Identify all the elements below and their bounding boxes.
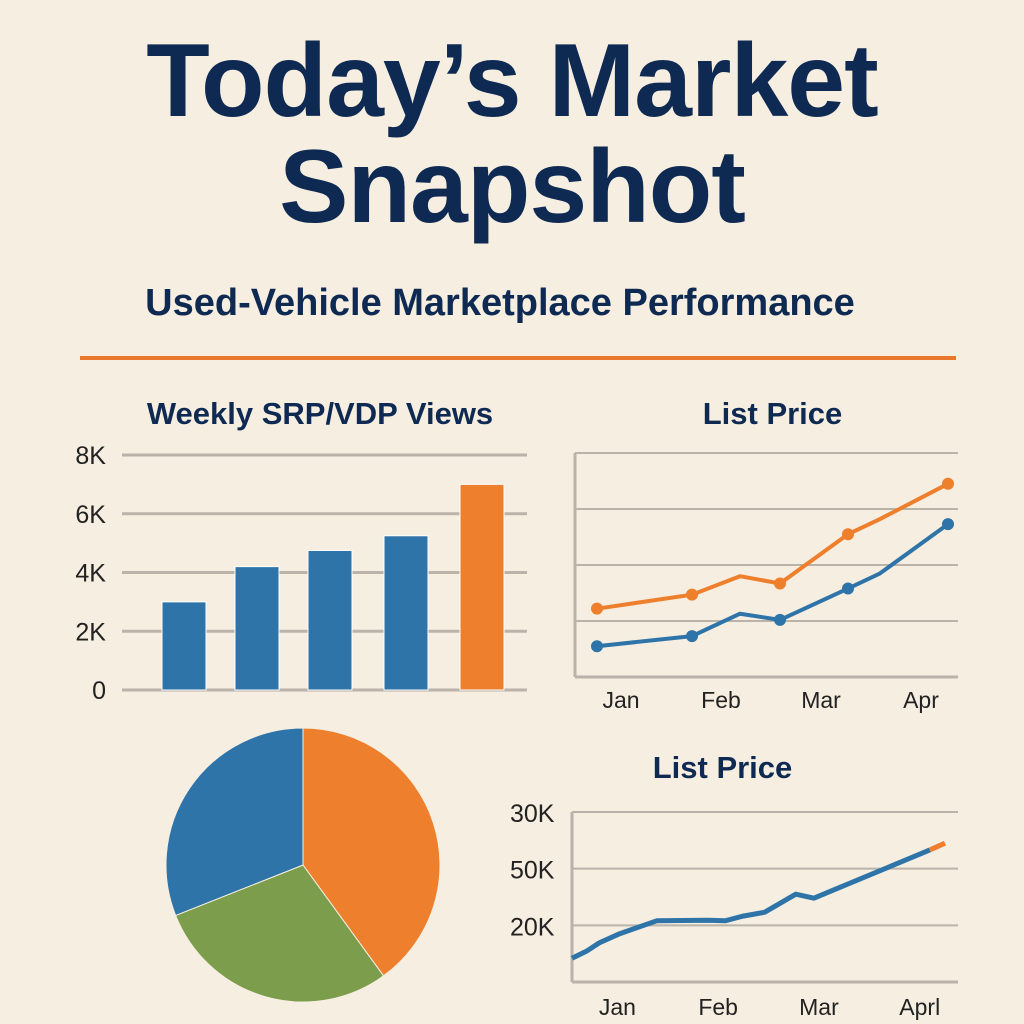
data-point [942, 518, 954, 531]
x-tick-label: Feb [701, 687, 741, 713]
y-tick-label: 8K [75, 442, 106, 470]
data-point [591, 602, 603, 615]
title-line-1: Today’s Market [146, 23, 879, 139]
series-line [596, 522, 950, 649]
series-line [596, 482, 949, 611]
data-point [942, 477, 954, 490]
line-chart-title: List Price [702, 396, 843, 431]
bar [307, 549, 353, 691]
y-tick-label: 50K [510, 857, 555, 885]
title-line-2: Snapshot [279, 129, 746, 245]
bar [161, 601, 207, 691]
divider [80, 356, 956, 360]
y-tick-label: 6K [75, 501, 106, 529]
bar [459, 483, 505, 691]
data-point [591, 640, 603, 653]
y-tick-label: 4K [75, 560, 106, 588]
line-chart-2-title: List Price [652, 750, 793, 785]
x-tick-label: Aprl [899, 994, 940, 1020]
data-point [842, 528, 854, 541]
x-tick-label: Apr [903, 687, 939, 713]
series-line [570, 847, 931, 961]
x-tick-label: Jan [599, 994, 636, 1020]
x-tick-label: Feb [698, 994, 738, 1020]
data-point [686, 630, 698, 643]
series-line [928, 840, 946, 853]
page-subtitle: Used-Vehicle Marketplace Performance [145, 282, 855, 324]
page-title: Today’s Market Snapshot [0, 28, 1024, 240]
pie-slice [302, 727, 441, 977]
data-point [774, 577, 786, 590]
x-tick-label: Jan [602, 687, 639, 713]
data-point [842, 582, 854, 595]
bar-chart-title: Weekly SRP/VDP Views [146, 396, 494, 431]
x-tick-label: Mar [799, 994, 839, 1020]
y-tick-label: 0 [92, 677, 106, 705]
data-point [686, 588, 698, 601]
y-tick-label: 20K [510, 913, 555, 941]
y-tick-label: 30K [510, 800, 555, 828]
pie-slice [174, 864, 385, 1003]
bar [383, 535, 429, 691]
x-tick-label: Mar [801, 687, 841, 713]
data-point [774, 613, 786, 626]
bar [234, 566, 280, 691]
y-tick-label: 2K [75, 618, 106, 646]
pie-slice [165, 727, 304, 917]
